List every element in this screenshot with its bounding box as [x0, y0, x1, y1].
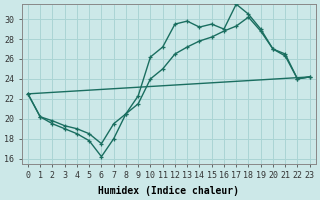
X-axis label: Humidex (Indice chaleur): Humidex (Indice chaleur) — [98, 186, 239, 196]
